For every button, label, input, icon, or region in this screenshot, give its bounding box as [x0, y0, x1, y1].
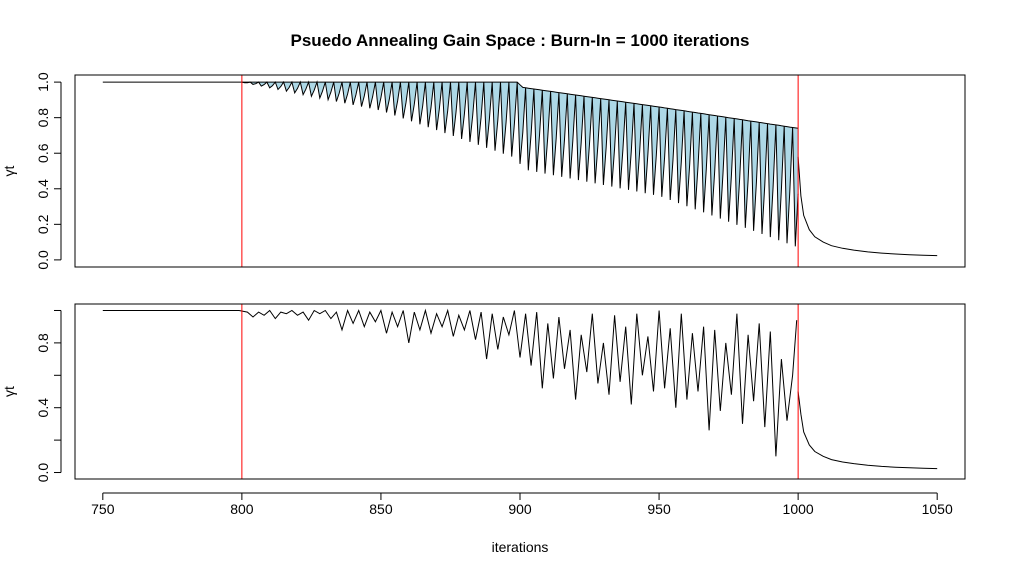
- gain-trace-line: [241, 80, 799, 247]
- gain-upper-edge: [241, 81, 799, 129]
- y-tick-label: 0.8: [35, 108, 51, 128]
- y-tick-label: 0.4: [35, 179, 51, 199]
- x-tick-label: 900: [508, 501, 532, 517]
- x-tick-label: 950: [647, 501, 671, 517]
- y-tick-label: 0.8: [35, 333, 51, 353]
- y-tick-label: 0.6: [35, 143, 51, 163]
- y-tick-label: 0.0: [35, 463, 51, 483]
- y-tick-label: 1.0: [35, 72, 51, 92]
- x-tick-label: 1050: [922, 501, 953, 517]
- x-tick-label: 800: [230, 501, 254, 517]
- y-tick-label: 0.0: [35, 250, 51, 270]
- y-axis-label: γt: [1, 165, 17, 176]
- x-axis-label: iterations: [492, 539, 549, 555]
- panel-2: 0.0 0.4 0.8 γt 750 800 850 900 950 1000 1050: [1, 303, 966, 517]
- panels-group: 0.0 0.2 0.4 0.6 0.8 1.0 γt 0.0 0.4 0.8 γt 750 800 850…: [1, 72, 966, 517]
- x-tick-label: 750: [91, 501, 115, 517]
- panel-frame: [74, 303, 966, 480]
- y-axis-label: γt: [1, 386, 17, 397]
- panel-1: 0.0 0.2 0.4 0.6 0.8 1.0 γt: [1, 72, 966, 270]
- chart-title: Psuedo Annealing Gain Space : Burn-In = …: [291, 31, 750, 50]
- panel-frame: [74, 74, 966, 268]
- y-tick-label: 0.2: [35, 214, 51, 234]
- gain-envelope-fill: [241, 82, 799, 247]
- x-tick-label: 850: [369, 501, 393, 517]
- series-line-1: [102, 308, 798, 457]
- series-line-3: [797, 156, 938, 257]
- y-tick-label: 0.4: [35, 398, 51, 418]
- x-tick-label: 1000: [783, 501, 814, 517]
- series-line-2: [797, 391, 938, 470]
